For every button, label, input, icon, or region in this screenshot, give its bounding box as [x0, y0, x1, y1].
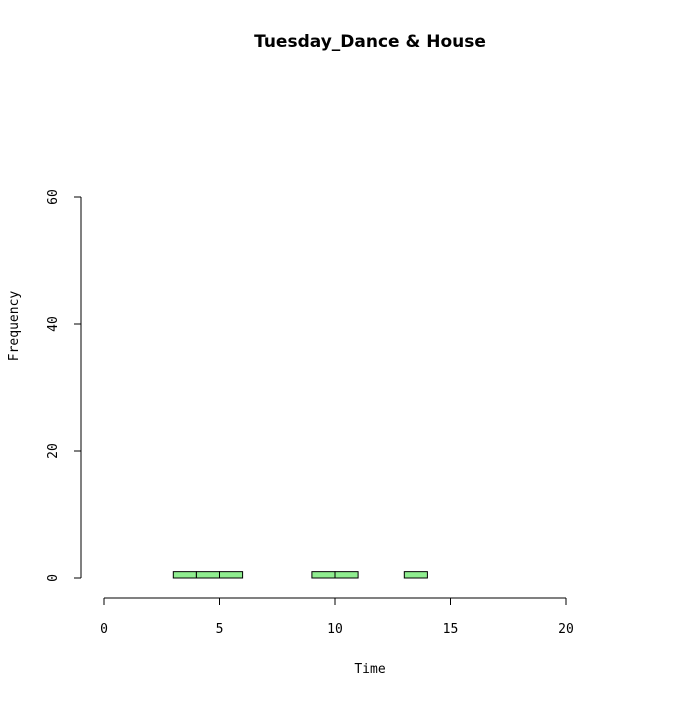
y-tick-label-3: 60 — [46, 189, 61, 205]
x-tick-label-3: 15 — [443, 622, 459, 637]
y-tick-label-2: 40 — [46, 316, 61, 332]
y-axis-title: Frequency — [7, 291, 22, 362]
x-tick-label-0: 0 — [100, 622, 108, 637]
x-tick-label-2: 10 — [327, 622, 343, 637]
histogram-bar-3 — [172, 571, 197, 579]
histogram-bar-9 — [311, 571, 336, 579]
x-tick-label-1: 5 — [216, 622, 224, 637]
x-tick-label-4: 20 — [558, 622, 574, 637]
x-axis-title: Time — [354, 662, 385, 677]
bars-group — [172, 571, 428, 579]
y-tick-label-0: 0 — [46, 574, 61, 582]
histogram-bar-5 — [219, 571, 244, 579]
histogram-bar-13 — [403, 571, 428, 579]
histogram-bar-10 — [334, 571, 359, 579]
y-axis: 0 20 40 60 — [46, 189, 82, 582]
histogram-bar-4 — [195, 571, 220, 579]
x-axis: 0 5 10 15 20 — [100, 597, 574, 637]
chart-title: Tuesday_Dance & House — [254, 32, 486, 52]
y-tick-label-1: 20 — [46, 443, 61, 459]
